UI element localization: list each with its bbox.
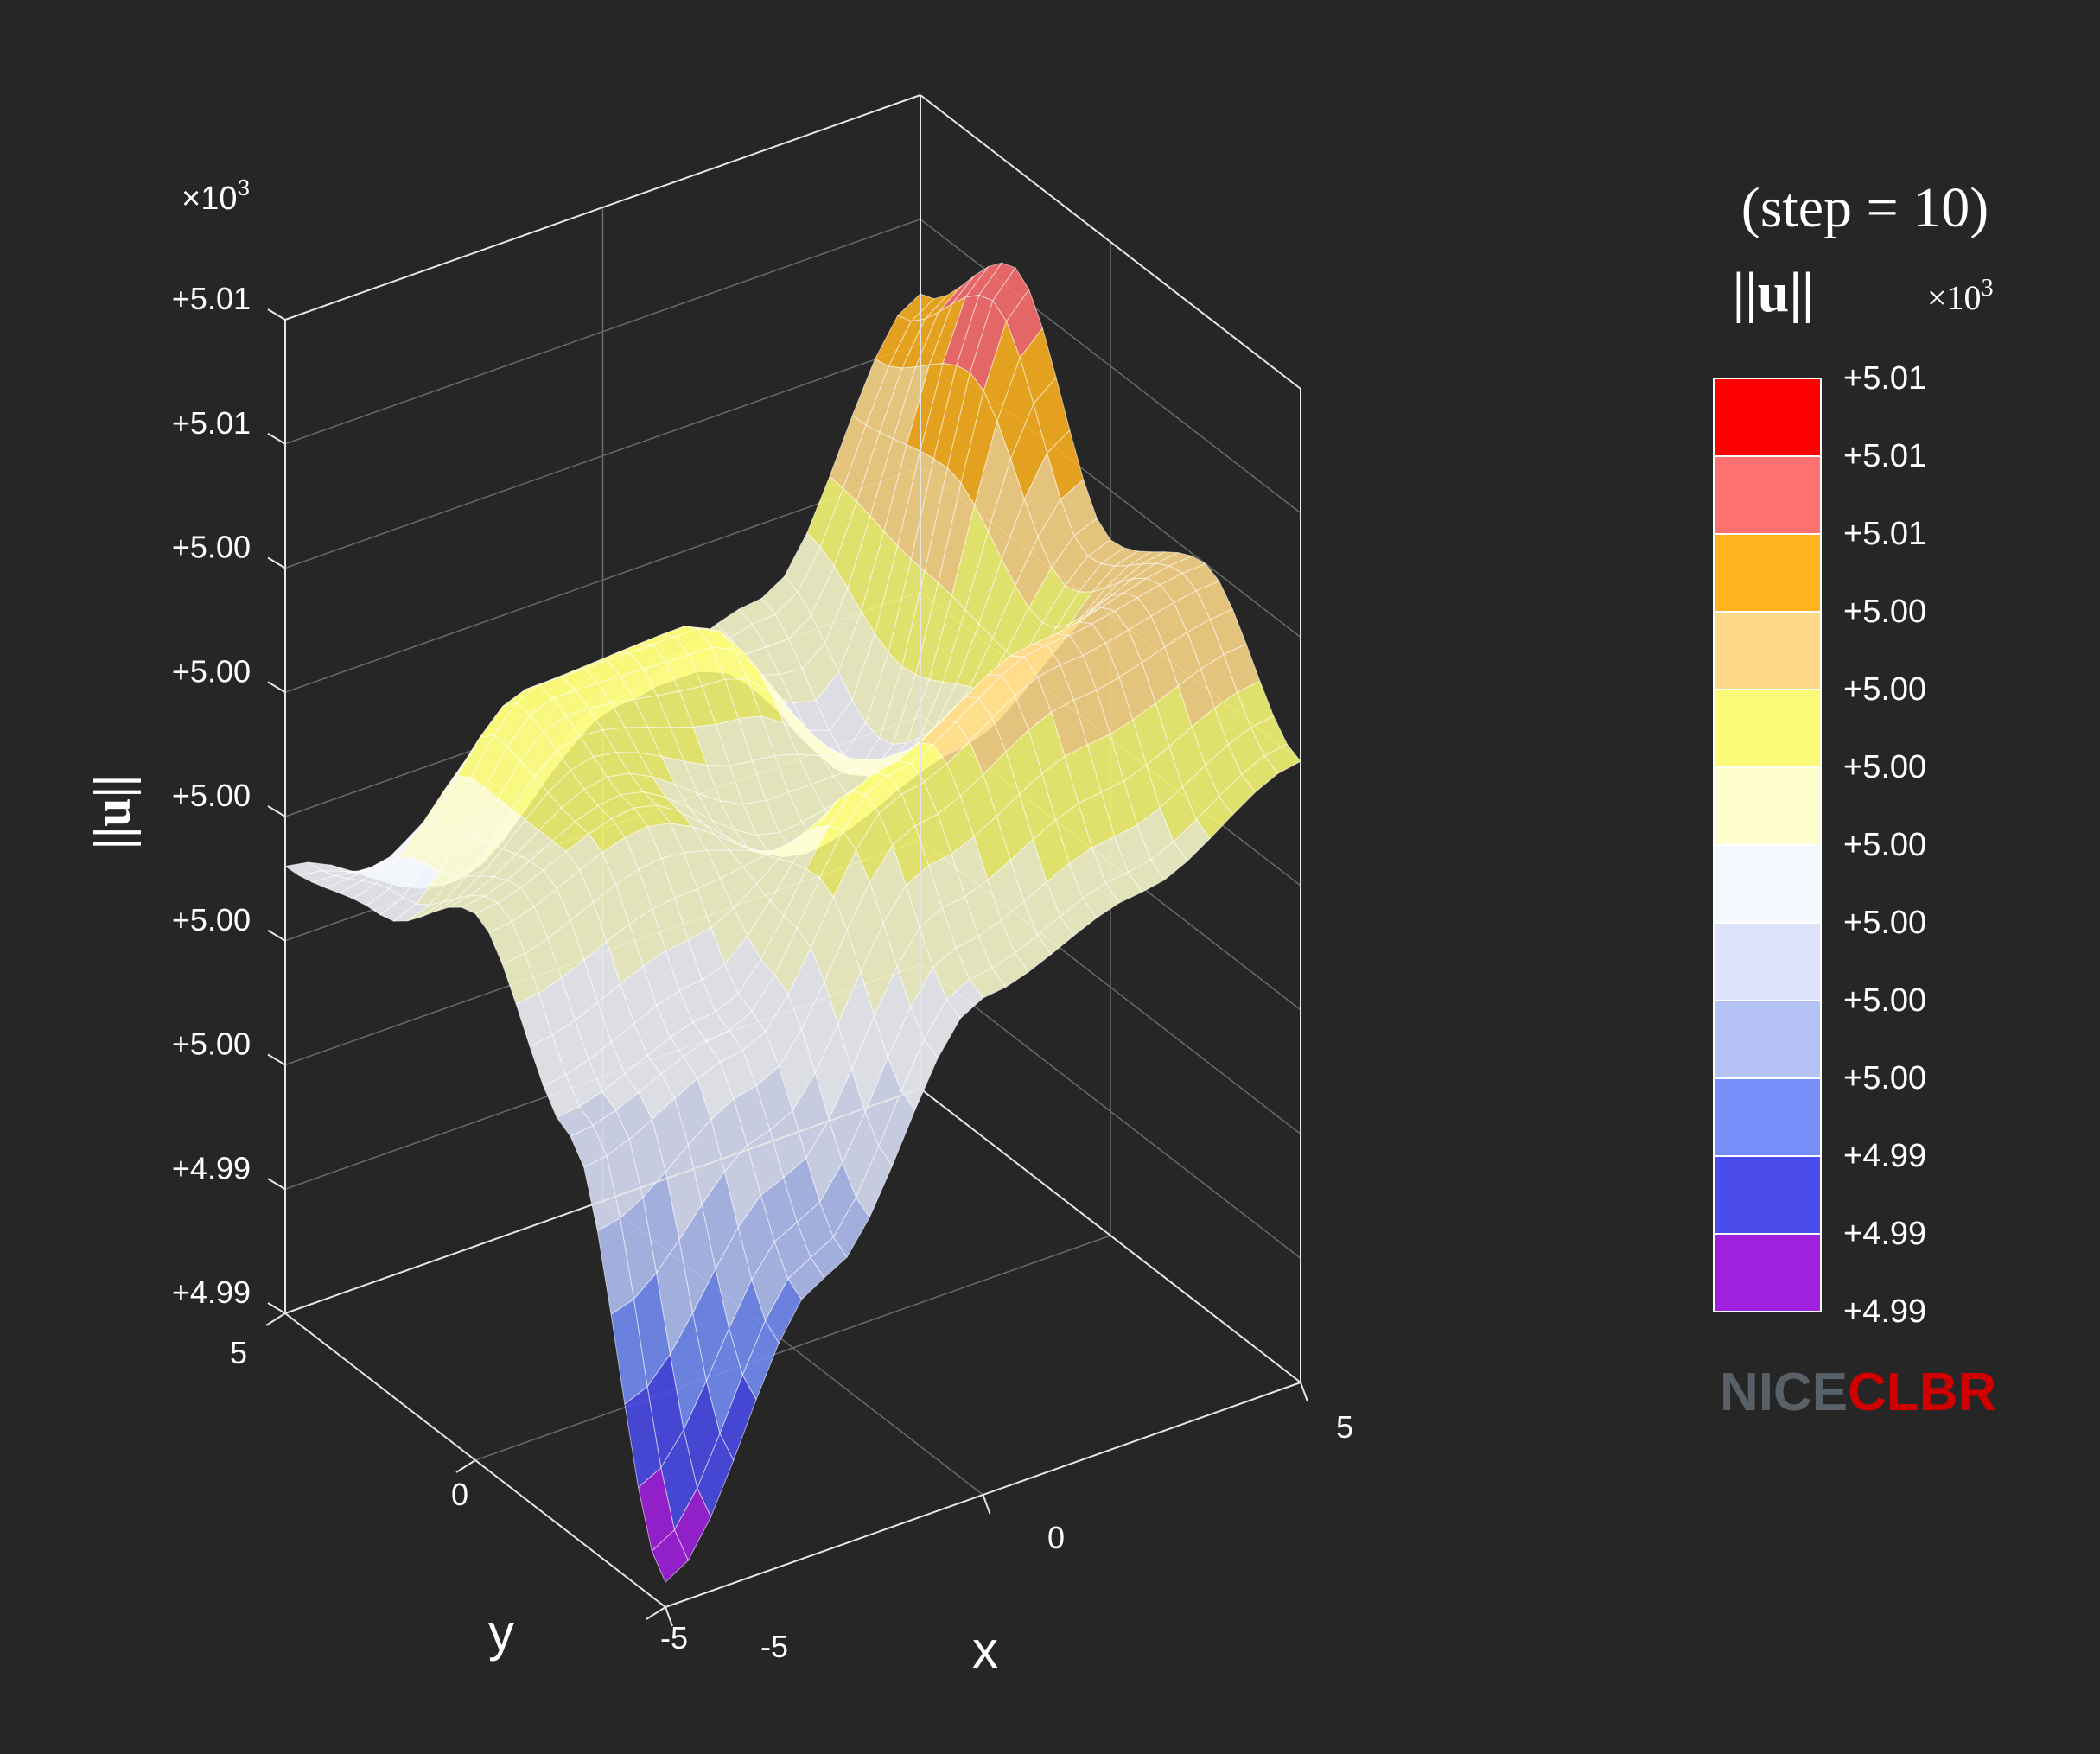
colorbar-label: +5.00 (1843, 905, 1926, 941)
colorbar-label: +5.01 (1843, 360, 1926, 397)
axis-edge (284, 1088, 921, 1314)
z-tick-label: +4.99 (172, 1150, 251, 1185)
z-tick (267, 929, 286, 942)
colorbar-label: +5.00 (1843, 982, 1926, 1019)
x-axis-label: x (972, 1621, 998, 1679)
z-tick (267, 308, 286, 321)
colorbar-swatch (1713, 378, 1822, 457)
colorbar-swatch (1713, 689, 1822, 768)
y-tick (455, 1459, 476, 1473)
z-tick (267, 432, 286, 445)
colorbar: +5.01 +5.01 +5.01 +5.00 +5.00 +5.00 +5.00 +5.00… (1713, 360, 1926, 1330)
surface-mesh (283, 262, 1301, 1584)
axes (265, 94, 1308, 1627)
colorbar-swatch (1713, 1000, 1822, 1079)
colorbar-label: +5.00 (1843, 671, 1926, 708)
colorbar-label: +5.01 (1843, 516, 1926, 552)
colorbar-swatch (1713, 611, 1822, 690)
axis-edge (920, 1088, 1301, 1383)
colorbar-swatch (1713, 766, 1822, 846)
colorbar-label: +5.01 (1843, 438, 1926, 474)
colorbar-swatch (1713, 922, 1822, 1001)
z-tick (267, 1302, 286, 1314)
z-tick (267, 556, 286, 569)
surface-patch (651, 1528, 689, 1584)
colorbar-title-step: (step = 10) (1741, 176, 1989, 239)
y-axis-label: y (488, 1604, 514, 1662)
colorbar-swatch (1713, 844, 1822, 924)
z-tick-label: +5.00 (172, 778, 251, 813)
colorbar-label: +5.00 (1843, 749, 1926, 785)
x-tick-0: 0 (1047, 1520, 1065, 1555)
z-tick-label: +4.99 (172, 1274, 251, 1310)
colorbar-label: +4.99 (1843, 1138, 1926, 1174)
colorbar-title-norm: ||u|| (1733, 261, 1815, 324)
x-tick (1300, 1382, 1308, 1402)
z-multiplier: ×103 (181, 175, 250, 217)
colorbar-label: +5.00 (1843, 827, 1926, 863)
logo: NICECLBR (1720, 1363, 1996, 1422)
y-tick (265, 1312, 286, 1326)
y-tick-minus5: -5 (660, 1620, 688, 1655)
z-tick-label: +5.00 (172, 653, 251, 689)
z-tick (267, 1178, 286, 1191)
colorbar-swatch (1713, 455, 1822, 535)
floor-grid-y (474, 1235, 1111, 1461)
x-tick (665, 1606, 673, 1627)
z-tick (267, 1053, 286, 1066)
z-tick (267, 681, 286, 694)
colorbar-label: +4.99 (1843, 1293, 1926, 1330)
colorbar-label: +5.00 (1843, 1060, 1926, 1096)
z-tick (267, 805, 286, 817)
colorbar-swatch (1713, 1233, 1822, 1312)
y-tick-0: 0 (451, 1477, 468, 1512)
colorbar-swatch (1713, 1077, 1822, 1157)
colorbar-swatch (1713, 1155, 1822, 1235)
colorbar-label: +4.99 (1843, 1216, 1926, 1252)
z-tick-labels: +4.99 +4.99 +5.00 +5.00 +5.00 +5.00 +5.00 +5.01… (172, 281, 251, 1310)
x-tick (982, 1494, 991, 1515)
logo-part2: CLBR (1848, 1363, 1996, 1422)
colorbar-multiplier: ×103 (1927, 275, 1994, 317)
colorbar-swatch (1713, 533, 1822, 613)
logo-part1: NICE (1720, 1363, 1848, 1422)
axis-edge (920, 94, 1301, 390)
z-tick-label: +5.01 (172, 405, 251, 441)
axis-edge (284, 94, 921, 321)
z-tick-label: +5.00 (172, 530, 251, 565)
z-axis-label: ||u|| (84, 775, 141, 849)
x-tick-5: 5 (1336, 1409, 1353, 1445)
z-tick-label: +5.00 (172, 902, 251, 937)
x-tick-minus5: -5 (760, 1629, 788, 1664)
colorbar-label: +5.00 (1843, 594, 1926, 630)
z-tick-label: +5.01 (172, 281, 251, 316)
y-tick (646, 1606, 666, 1620)
y-tick-5: 5 (230, 1335, 247, 1370)
z-tick-label: +5.00 (172, 1026, 251, 1062)
